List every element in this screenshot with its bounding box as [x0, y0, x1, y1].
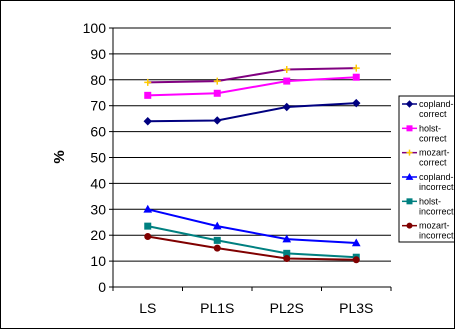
data-point-marker — [283, 255, 291, 263]
data-point-marker — [283, 65, 291, 73]
legend-label: mozart-incorrect — [419, 221, 454, 241]
y-tick-label: 0 — [98, 279, 106, 295]
data-point-marker — [143, 117, 152, 126]
series-mozart-incorrect — [144, 232, 360, 264]
series-holst-correct — [144, 73, 360, 99]
series-line — [147, 67, 357, 84]
legend-label: holst-incorrect — [419, 196, 454, 216]
data-point-marker — [212, 221, 222, 230]
data-point-marker — [406, 149, 413, 156]
data-point-marker — [351, 238, 361, 247]
legend-entry: holst-correct — [402, 123, 447, 143]
data-point-marker — [282, 234, 292, 243]
y-tick-label: 70 — [90, 98, 106, 114]
y-tick-label: 100 — [83, 20, 107, 36]
series-mozart-correct — [144, 64, 360, 86]
data-point-marker — [406, 125, 413, 132]
data-point-marker — [144, 78, 152, 86]
legend: copland-correct holst-correct mozart-corre… — [398, 95, 454, 243]
grid-lines — [113, 27, 391, 262]
data-point-marker — [352, 98, 361, 108]
data-point-marker — [405, 100, 414, 108]
data-point-marker — [213, 89, 221, 97]
series-line — [147, 102, 357, 123]
data-point-marker — [283, 77, 291, 85]
legend-entry: copland-correct — [402, 99, 454, 119]
x-tick-label: PL1S — [200, 300, 234, 316]
y-axis-label: % — [51, 150, 68, 163]
y-tick-label: 30 — [90, 201, 106, 217]
data-point-marker — [352, 256, 360, 264]
series-copland-incorrect — [143, 204, 361, 247]
y-tick-label: 20 — [90, 227, 106, 243]
series-line — [147, 76, 357, 97]
legend-label: mozart-correct — [419, 148, 450, 168]
legend-label: copland-incorrect — [419, 172, 454, 192]
x-tick-label: PL2S — [270, 300, 304, 316]
legend-label: copland-correct — [419, 99, 454, 119]
legend-entry: copland-incorrect — [402, 172, 454, 192]
data-point-marker — [352, 64, 360, 72]
data-point-marker — [213, 244, 221, 252]
data-point-marker — [282, 102, 291, 112]
series-lines — [143, 64, 361, 264]
axes — [109, 27, 392, 291]
y-tick-label: 90 — [90, 46, 106, 62]
x-tick-label: LS — [139, 300, 156, 316]
y-tick-label: 60 — [90, 124, 106, 140]
data-point-marker — [352, 73, 360, 81]
data-point-marker — [405, 172, 414, 180]
data-point-marker — [213, 77, 221, 85]
y-tick-label: 50 — [90, 150, 106, 166]
series-copland-correct — [143, 98, 361, 126]
series-line — [147, 225, 357, 259]
legend-entry: holst-incorrect — [402, 196, 454, 216]
y-tick-label: 80 — [90, 72, 106, 88]
x-tick-label: PL3S — [339, 300, 373, 316]
data-point-marker — [144, 232, 152, 240]
y-tick-label: 10 — [90, 253, 106, 269]
data-point-marker — [213, 236, 221, 244]
series-line — [147, 235, 357, 261]
legend-entry: mozart-incorrect — [402, 221, 454, 241]
y-tick-label: 40 — [90, 175, 106, 191]
legend-label: holst-correct — [419, 123, 447, 143]
series-line — [147, 208, 357, 244]
data-point-marker — [213, 116, 222, 125]
data-point-marker — [144, 91, 152, 99]
legend-box — [398, 95, 454, 243]
legend-entry: mozart-correct — [402, 148, 450, 168]
x-tick-labels: LS PL1S PL2S PL3S — [139, 300, 373, 316]
y-tick-labels: 0 10 20 30 40 50 60 70 80 90 100 — [83, 20, 107, 295]
data-point-marker — [144, 222, 152, 230]
data-point-marker — [406, 222, 413, 229]
data-point-marker — [406, 198, 413, 205]
data-point-marker — [143, 204, 153, 213]
